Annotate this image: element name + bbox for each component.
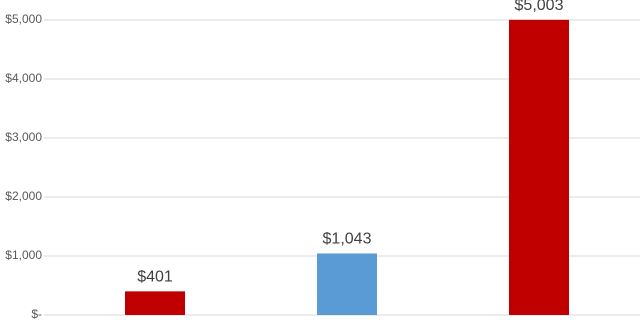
bar: [509, 19, 569, 316]
value-label: $401: [137, 269, 173, 286]
y-tick-label: $-: [31, 307, 42, 320]
y-tick-label: $1,000: [5, 248, 42, 262]
y-tick-label: $4,000: [5, 71, 42, 85]
bar: [125, 291, 185, 315]
bar: [317, 253, 377, 315]
value-label: $5,003: [515, 0, 564, 14]
y-tick-label: $5,000: [5, 12, 42, 26]
y-tick-label: $3,000: [5, 130, 42, 144]
value-label: $1,043: [323, 231, 372, 248]
y-tick-label: $2,000: [5, 189, 42, 203]
